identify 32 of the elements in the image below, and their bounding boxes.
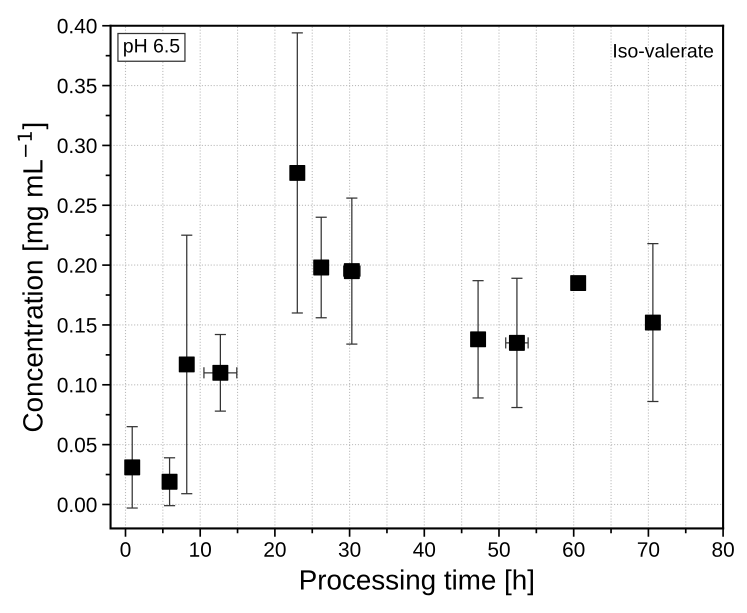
y-tick-label: 0.25 bbox=[58, 198, 96, 214]
point bbox=[508, 334, 525, 351]
y-tick-label: 0.40 bbox=[58, 18, 97, 34]
y-tick-label: 0.10 bbox=[58, 378, 97, 393]
y-tick-label: 0.20 bbox=[58, 258, 97, 273]
point bbox=[162, 474, 178, 490]
x-tick-label: 50 bbox=[488, 542, 510, 557]
x-axis-title: Processing time [h] bbox=[301, 569, 533, 596]
y-tick-label: 0.15 bbox=[58, 318, 96, 333]
annotation: Iso-valerate bbox=[614, 43, 714, 58]
y-tick-label: 0.00 bbox=[58, 497, 97, 512]
x-tick-label: 30 bbox=[338, 542, 360, 557]
annotation: pH 6.5 bbox=[124, 38, 180, 56]
point bbox=[570, 275, 586, 292]
x-tick-label: 80 bbox=[712, 542, 734, 557]
point bbox=[289, 164, 306, 181]
point bbox=[470, 331, 486, 348]
x-tick-label: 60 bbox=[563, 542, 584, 557]
x-tick-label: 70 bbox=[638, 542, 660, 557]
y-tick-label: 0.35 bbox=[58, 78, 96, 94]
point bbox=[644, 314, 661, 331]
point bbox=[313, 260, 330, 276]
y-tick-label: 0.05 bbox=[58, 438, 96, 452]
point bbox=[178, 356, 195, 372]
x-tick-label: 20 bbox=[264, 542, 286, 557]
y-axis-title: Concentration [mg mL$^{−1}$] bbox=[18, 124, 48, 432]
y-tick-label: 0.30 bbox=[58, 138, 97, 154]
x-tick-label: 10 bbox=[190, 542, 211, 557]
x-tick-label: 40 bbox=[413, 542, 436, 557]
point bbox=[212, 364, 228, 381]
x-tick-label: 0 bbox=[120, 542, 130, 557]
point bbox=[124, 459, 140, 476]
